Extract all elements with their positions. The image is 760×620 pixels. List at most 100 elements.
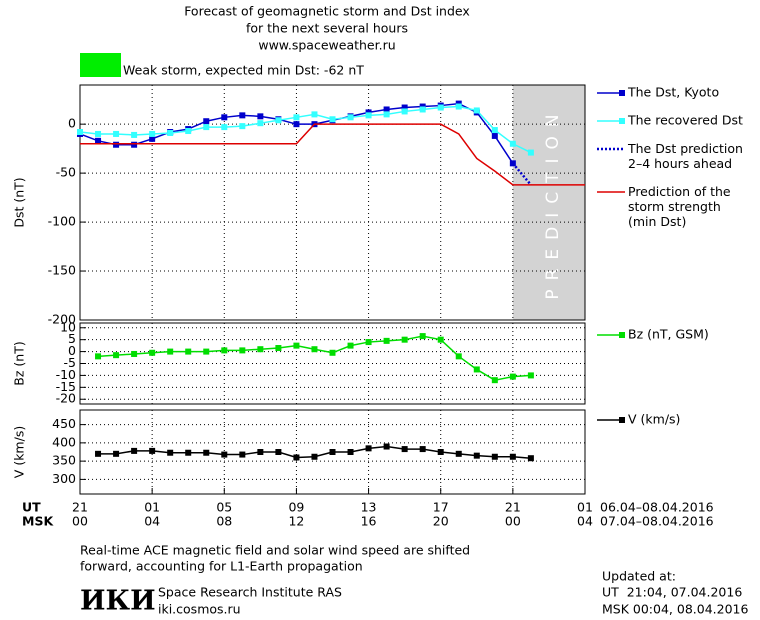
x-tick-label-msk: 08 (216, 514, 232, 529)
data-point (491, 132, 498, 139)
y-tick-label: -10 (56, 367, 76, 382)
data-point (401, 446, 408, 453)
x-tick-label: 01 (577, 500, 593, 515)
series-line (80, 123, 585, 186)
y-tick-label: -15 (56, 379, 76, 394)
data-point (95, 353, 102, 360)
title-line: www.spaceweather.ru (258, 38, 395, 53)
data-point (365, 339, 372, 346)
data-point (365, 445, 372, 452)
legend-label: Bz (nT, GSM) (628, 327, 709, 342)
data-point (401, 108, 408, 115)
data-point (95, 130, 102, 137)
data-point (329, 449, 336, 455)
data-point (437, 104, 444, 111)
x-tick-label: 09 (288, 500, 304, 515)
data-point (473, 366, 480, 373)
y-tick-label: -150 (48, 263, 76, 278)
data-point (221, 451, 228, 458)
series-line (79, 105, 532, 154)
msk-label: MSK (22, 514, 54, 529)
y-axis-label: V (km/s) (12, 426, 27, 478)
y-axis-label: Dst (nT) (12, 177, 27, 227)
legend-label: V (km/s) (628, 412, 680, 427)
legend-marker (619, 332, 625, 338)
data-point (257, 113, 264, 120)
data-point (149, 349, 156, 356)
data-point (275, 345, 282, 352)
data-point (491, 127, 498, 134)
x-tick-label-msk: 12 (288, 514, 304, 529)
data-point (455, 450, 462, 457)
data-point (257, 346, 264, 353)
x-tick-label: 17 (433, 500, 449, 515)
y-tick-label: -100 (48, 214, 76, 229)
data-point (365, 112, 372, 119)
y-tick-label: 0 (68, 343, 76, 358)
note-line: Real-time ACE magnetic field and solar w… (80, 543, 470, 558)
y-tick-label: 350 (52, 453, 76, 468)
x-tick-label: 05 (216, 500, 232, 515)
data-point (311, 453, 318, 460)
data-point (293, 121, 300, 128)
data-point (455, 103, 462, 110)
data-point (401, 104, 408, 111)
y-tick-label: -50 (56, 165, 76, 180)
data-point (293, 342, 300, 349)
data-point (203, 118, 210, 125)
data-point (401, 336, 408, 343)
series-line (97, 335, 531, 381)
data-point (275, 449, 282, 455)
site: iki.cosmos.ru (158, 602, 241, 617)
data-point (419, 106, 426, 113)
x-tick-label: 21 (505, 500, 521, 515)
data-point (257, 449, 264, 455)
data-point (113, 450, 120, 457)
y-tick-label: 400 (52, 434, 76, 449)
data-point (239, 123, 246, 130)
data-point (167, 449, 174, 456)
y-tick-label: -20 (56, 391, 76, 406)
x-tick-label: 21 (72, 500, 88, 515)
data-point (275, 117, 282, 124)
data-point (383, 111, 390, 118)
data-point (509, 373, 516, 380)
data-point (185, 449, 192, 456)
x-tick-label-msk: 00 (505, 514, 521, 529)
x-tick-label-msk: 04 (577, 514, 593, 529)
legend-label: The recovered Dst (627, 113, 743, 128)
data-point (95, 137, 102, 144)
data-point (203, 348, 210, 355)
y-tick-label: -200 (48, 312, 76, 327)
data-point (221, 124, 228, 131)
data-point (239, 451, 246, 458)
updated-ut: UT 21:04, 07.04.2016 (602, 585, 742, 600)
data-point (149, 130, 156, 137)
ut-range: 06.04–08.04.2016 (600, 500, 714, 515)
data-point (185, 348, 192, 355)
data-point (131, 131, 138, 138)
data-point (347, 114, 354, 121)
plot-frame (79, 322, 586, 405)
legend-marker (619, 417, 625, 423)
logo: ИКИ (80, 586, 156, 617)
data-point (437, 449, 444, 455)
data-point (473, 107, 480, 114)
title-line: Forecast of geomagnetic storm and Dst in… (184, 4, 470, 19)
note-line: forward, accounting for L1-Earth propaga… (80, 559, 363, 574)
data-point (167, 348, 174, 355)
data-point (437, 336, 444, 343)
data-point (239, 112, 246, 119)
data-point (509, 453, 516, 460)
data-point (113, 130, 120, 137)
data-point (527, 372, 534, 379)
data-point (383, 106, 390, 113)
data-point (329, 116, 336, 123)
storm-indicator (80, 53, 121, 77)
y-tick-label: 0 (68, 116, 76, 131)
data-point (491, 453, 498, 460)
data-point (383, 443, 390, 450)
data-point (131, 350, 138, 357)
data-point (293, 454, 300, 461)
